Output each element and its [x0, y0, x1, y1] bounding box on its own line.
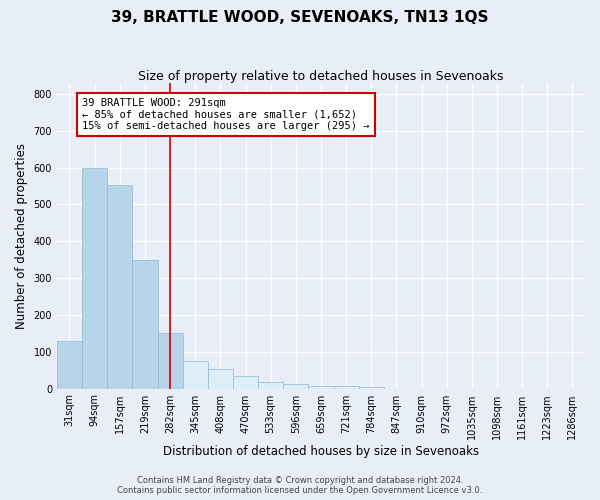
Bar: [182, 361, 208, 388]
Bar: [233, 376, 258, 388]
Text: Contains HM Land Registry data © Crown copyright and database right 2024.
Contai: Contains HM Land Registry data © Crown c…: [118, 476, 482, 495]
Bar: [308, 386, 334, 388]
Bar: [334, 386, 359, 388]
Bar: [158, 334, 182, 388]
Bar: [82, 168, 107, 388]
Title: Size of property relative to detached houses in Sevenoaks: Size of property relative to detached ho…: [138, 70, 504, 83]
Text: 39, BRATTLE WOOD, SEVENOAKS, TN13 1QS: 39, BRATTLE WOOD, SEVENOAKS, TN13 1QS: [111, 10, 489, 25]
Text: 39 BRATTLE WOOD: 291sqm
← 85% of detached houses are smaller (1,652)
15% of semi: 39 BRATTLE WOOD: 291sqm ← 85% of detache…: [82, 98, 370, 131]
Y-axis label: Number of detached properties: Number of detached properties: [15, 143, 28, 329]
Bar: [133, 260, 158, 388]
Bar: [107, 185, 133, 388]
Bar: [283, 384, 308, 388]
X-axis label: Distribution of detached houses by size in Sevenoaks: Distribution of detached houses by size …: [163, 444, 479, 458]
Bar: [359, 386, 384, 388]
Bar: [258, 382, 283, 388]
Bar: [57, 342, 82, 388]
Bar: [208, 370, 233, 388]
